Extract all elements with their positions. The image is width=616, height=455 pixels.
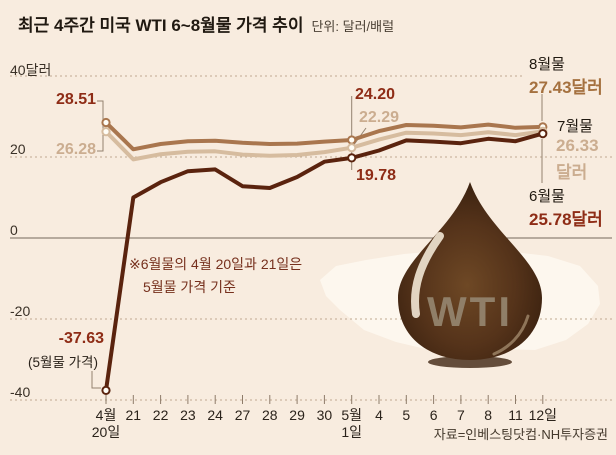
series-end-value-jul: 26.33 <box>556 136 599 155</box>
callout-jun-start: -37.63 <box>58 330 104 347</box>
series-end-value-jun: 25.78달러 <box>529 210 603 229</box>
price-line-jul <box>104 129 545 162</box>
callout-jun-start-sub: (5월물 가격) <box>28 355 98 370</box>
series-label-jun: 6월물 <box>529 188 565 205</box>
wti-drop-label: WTI <box>427 288 513 335</box>
x-axis-label: 7 <box>456 407 465 423</box>
data-point-marker-jun <box>101 385 111 395</box>
footnote-line1: ※6월물의 4월 20일과 21일은 <box>129 256 303 272</box>
unit-label: 단위: 달러/배럴 <box>311 19 395 34</box>
oil-drop-rim-glint <box>492 314 530 356</box>
series-end-unit-jul: 달러 <box>556 163 588 182</box>
page-title: 최근 4주간 미국 WTI 6~8월물 가격 추이 단위: 달러/배럴 <box>18 11 394 36</box>
x-axis-label: 5월 1일 <box>341 407 363 440</box>
data-point-marker-aug <box>101 117 111 128</box>
data-point-marker-jul <box>101 127 111 137</box>
callout-aug-mid: 24.20 <box>355 86 396 103</box>
x-axis-ticks <box>105 395 544 404</box>
oil-drop-shadow <box>428 356 512 368</box>
data-point-marker-aug <box>347 135 357 145</box>
callout-jul-start: 26.28 <box>55 141 96 158</box>
series-end-value-aug: 27.43달러 <box>529 78 603 97</box>
series-label-aug: 8월물 <box>529 56 565 73</box>
oil-drop <box>398 182 542 360</box>
y-axis-label-20: 20 <box>10 141 26 157</box>
x-axis-label: 8 <box>484 407 493 423</box>
y-axis-label--40: -40 <box>10 384 31 400</box>
chart-title-text: 최근 4주간 미국 WTI 6~8월물 가격 추이 <box>18 16 304 35</box>
x-axis-label: 27 <box>234 407 251 423</box>
x-axis-label: 11 <box>508 407 523 423</box>
series-label-jul: 7월물 <box>557 118 593 135</box>
footnote-line2: 5월물 가격 기준 <box>143 279 236 295</box>
x-axis-label: 29 <box>289 407 305 423</box>
x-axis-label: 28 <box>262 407 278 423</box>
x-axis-label: 30 <box>316 407 333 423</box>
price-line-jun <box>104 131 545 393</box>
x-axis-label: 6 <box>429 407 438 423</box>
x-axis-label: 12일 <box>528 407 558 423</box>
callout-aug-start: 28.51 <box>55 91 96 108</box>
x-axis-label: 24 <box>207 407 223 423</box>
x-axis-label: 5 <box>402 407 411 423</box>
leader-jun-start-bracket <box>91 371 101 389</box>
data-point-marker-jul <box>347 143 357 153</box>
x-axis-label: 21 <box>125 407 142 423</box>
x-axis-label: 4월 20일 <box>91 407 121 440</box>
price-line-aug <box>104 120 545 152</box>
y-axis-label--20: -20 <box>10 303 31 319</box>
y-axis-label-40: 40달러 <box>10 62 52 78</box>
x-axis-label: 23 <box>180 407 196 423</box>
source-credit: 자료=인베스팅닷컴·NH투자증권 <box>433 427 608 442</box>
data-point-marker-jun <box>347 153 357 163</box>
price-series-layer <box>101 117 548 395</box>
oil-drop-highlight <box>411 232 444 318</box>
y-axis-label-0: 0 <box>10 222 18 238</box>
oil-drop-illustration: WTI <box>398 182 542 368</box>
x-axis-label: 22 <box>152 407 169 423</box>
callout-jun-mid: 19.78 <box>356 167 397 184</box>
x-axis-label: 4 <box>375 407 383 423</box>
leader-start-bracket <box>97 100 104 152</box>
callout-jul-mid: 22.29 <box>359 109 400 126</box>
data-point-marker-jun <box>538 129 548 139</box>
